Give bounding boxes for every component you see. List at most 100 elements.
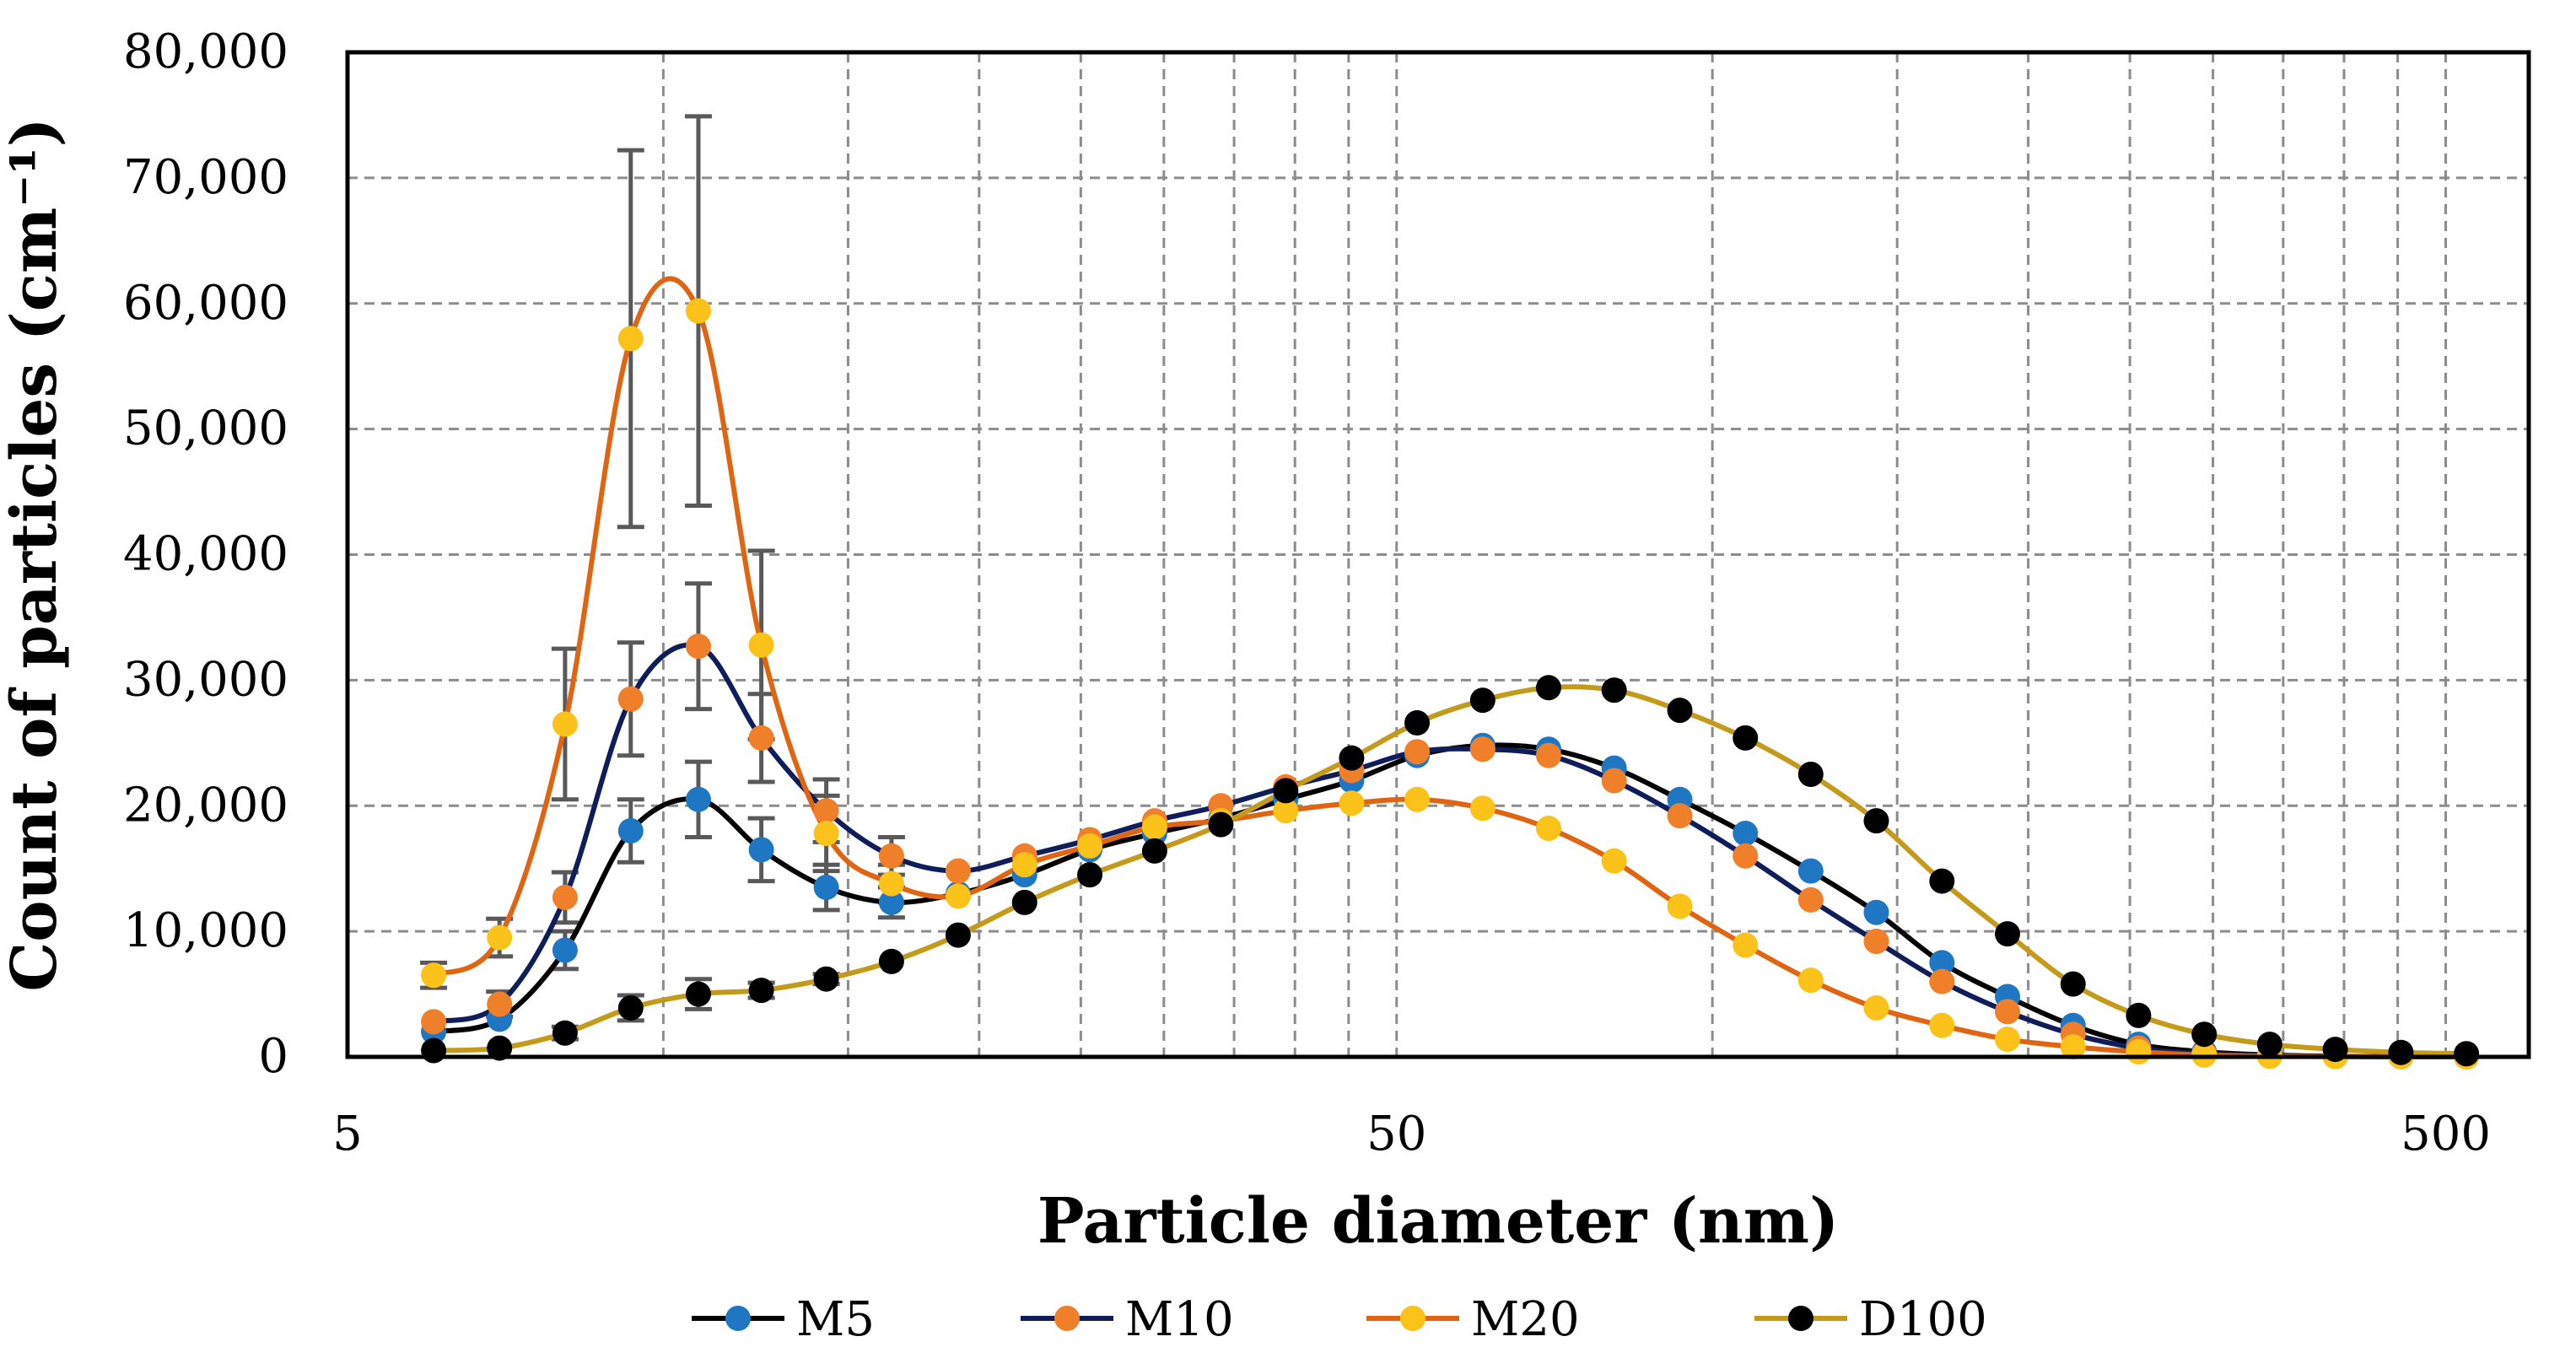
data-point	[1273, 778, 1299, 804]
x-tick-label: 5	[332, 1107, 363, 1161]
data-point	[685, 981, 711, 1007]
data-point	[2388, 1039, 2414, 1065]
y-tick-label: 60,000	[123, 276, 288, 331]
data-point	[1667, 803, 1693, 829]
y-tick-label: 40,000	[123, 527, 288, 582]
y-tick-label: 10,000	[123, 903, 288, 958]
data-point	[1994, 921, 2020, 947]
data-point	[813, 821, 839, 847]
data-point	[2256, 1032, 2282, 1058]
plot-frame	[345, 50, 2531, 1059]
data-point	[945, 858, 971, 884]
data-point	[617, 326, 644, 352]
data-point	[421, 962, 447, 989]
data-point	[945, 922, 971, 948]
legend-marker	[725, 1306, 751, 1331]
series-points-m20	[421, 298, 2480, 1070]
data-point	[1863, 994, 1889, 1021]
legend-marker	[1788, 1306, 1813, 1331]
data-point	[1863, 899, 1889, 925]
series-layer	[420, 114, 2480, 1070]
data-point	[945, 883, 971, 909]
data-point	[813, 875, 839, 901]
data-point	[1733, 843, 1759, 869]
legend-item-m5: M5	[692, 1292, 875, 1347]
data-point	[1994, 999, 2020, 1025]
y-tick-label: 20,000	[123, 778, 288, 833]
data-point	[1733, 821, 1759, 847]
data-point	[813, 966, 839, 992]
y-tick-label: 50,000	[123, 401, 288, 456]
data-point	[1339, 745, 1365, 771]
y-tick-label: 80,000	[123, 24, 288, 79]
legend-item-d100: D100	[1754, 1292, 1987, 1347]
series-line-d100	[433, 684, 2467, 1057]
data-point	[2191, 1021, 2218, 1048]
data-point	[1208, 811, 1234, 838]
data-point	[878, 948, 904, 974]
legend-label: M10	[1125, 1292, 1234, 1347]
series-line-m5	[433, 742, 2467, 1059]
data-point	[1339, 790, 1365, 816]
data-point	[1077, 862, 1103, 888]
data-point	[2126, 1039, 2152, 1065]
legend-item-m10: M10	[1021, 1292, 1234, 1347]
data-point	[552, 711, 578, 737]
data-point	[878, 870, 904, 897]
data-point	[1797, 886, 1824, 913]
series-line-m10	[433, 642, 2467, 1059]
data-point	[2060, 971, 2086, 997]
data-point	[1994, 1027, 2020, 1053]
data-point	[1141, 838, 1167, 864]
data-point	[1535, 675, 1561, 701]
y-axis-title: Count of particles (cm⁻¹)	[0, 117, 71, 991]
data-point	[1404, 739, 1431, 765]
series-line-m20	[432, 276, 2467, 1059]
data-point	[748, 632, 774, 658]
data-point	[1469, 795, 1495, 822]
data-point	[1011, 889, 1037, 915]
data-point	[487, 924, 513, 951]
data-point	[1601, 848, 1627, 874]
data-point	[617, 818, 644, 844]
data-point	[1469, 736, 1495, 763]
data-point	[685, 786, 711, 812]
data-point	[1535, 742, 1561, 768]
data-point	[2454, 1041, 2480, 1067]
data-point	[878, 843, 904, 869]
data-point	[552, 1020, 578, 1046]
data-point	[1797, 762, 1824, 788]
data-point	[421, 1037, 447, 1064]
data-point	[1797, 967, 1824, 994]
legend-marker	[1400, 1306, 1425, 1331]
data-point	[1929, 1012, 1955, 1038]
x-tick-labels: 5 50 500	[332, 1107, 2491, 1161]
series-points-m5	[421, 732, 2480, 1070]
data-point	[1863, 929, 1889, 955]
data-point	[748, 837, 774, 863]
grid	[348, 52, 2529, 1057]
y-tick-label: 70,000	[123, 150, 288, 205]
legend-item-m20: M20	[1366, 1292, 1580, 1347]
data-point	[1929, 868, 1955, 894]
data-point	[1141, 814, 1167, 840]
data-point	[1929, 968, 1955, 994]
data-point	[2126, 1002, 2152, 1028]
data-point	[1077, 833, 1103, 859]
data-point	[1535, 816, 1561, 842]
data-point	[617, 686, 644, 712]
data-point	[685, 633, 711, 660]
data-point	[685, 298, 711, 324]
data-point	[1404, 786, 1431, 812]
data-point	[487, 1035, 513, 1061]
data-point	[813, 798, 839, 824]
y-tick-label: 30,000	[123, 652, 288, 707]
legend-marker	[1054, 1306, 1080, 1331]
data-point	[1011, 852, 1037, 878]
legend-label: M5	[796, 1292, 875, 1347]
data-point	[421, 1009, 447, 1035]
data-point	[2060, 1034, 2086, 1060]
data-point	[1929, 950, 1955, 976]
data-point	[1667, 893, 1693, 919]
